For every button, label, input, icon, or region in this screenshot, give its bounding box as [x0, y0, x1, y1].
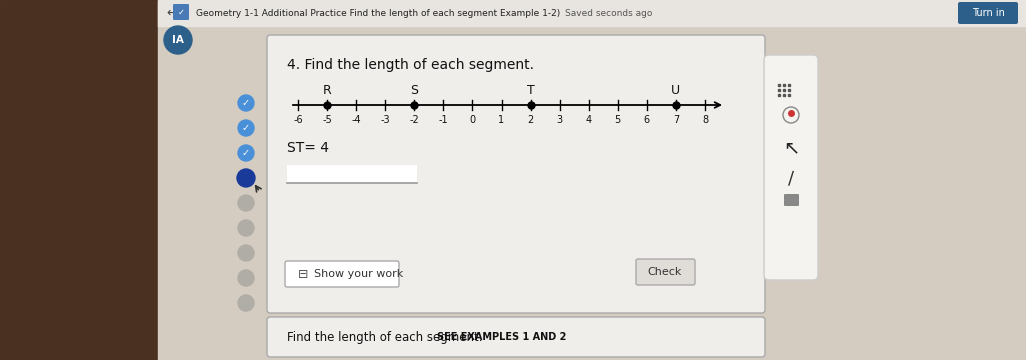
Text: ST= 4: ST= 4 [287, 141, 329, 155]
Text: 6: 6 [643, 115, 649, 125]
Bar [0, 0, 158, 360]
Circle shape [238, 95, 254, 111]
Text: R: R [323, 85, 331, 98]
FancyBboxPatch shape [285, 261, 399, 287]
Text: 4. Find the length of each segment.: 4. Find the length of each segment. [287, 58, 534, 72]
Text: 3: 3 [556, 115, 562, 125]
Text: Find the length of each segment.: Find the length of each segment. [287, 330, 486, 343]
Text: 8: 8 [702, 115, 708, 125]
Text: ∕: ∕ [788, 169, 794, 187]
FancyBboxPatch shape [958, 2, 1018, 24]
Circle shape [238, 295, 254, 311]
Text: Check: Check [647, 267, 682, 277]
Text: Saved seconds ago: Saved seconds ago [565, 9, 653, 18]
FancyBboxPatch shape [636, 259, 695, 285]
Text: -4: -4 [351, 115, 361, 125]
FancyBboxPatch shape [784, 194, 799, 206]
Text: Show your work: Show your work [314, 269, 403, 279]
Text: 7: 7 [673, 115, 679, 125]
Text: ✓: ✓ [177, 8, 185, 17]
Bar [158, 0, 1026, 26]
Text: S: S [410, 85, 419, 98]
Text: -1: -1 [438, 115, 448, 125]
Text: Geometry 1-1 Additional Practice Find the length of each segment Example 1-2): Geometry 1-1 Additional Practice Find th… [196, 9, 560, 18]
Text: -5: -5 [322, 115, 332, 125]
FancyBboxPatch shape [173, 4, 189, 20]
FancyBboxPatch shape [764, 55, 818, 280]
Bar [287, 165, 417, 183]
Circle shape [237, 169, 255, 187]
Text: IA: IA [172, 35, 184, 45]
FancyBboxPatch shape [267, 317, 765, 357]
Text: ✓: ✓ [242, 98, 250, 108]
Circle shape [238, 245, 254, 261]
Text: -3: -3 [381, 115, 390, 125]
Circle shape [238, 270, 254, 286]
Text: 0: 0 [469, 115, 475, 125]
Circle shape [783, 107, 799, 123]
Text: 2: 2 [527, 115, 534, 125]
Text: ✓: ✓ [242, 148, 250, 158]
Text: ↖: ↖ [783, 139, 799, 158]
Text: ✓: ✓ [242, 123, 250, 133]
Text: U: U [671, 85, 680, 98]
Text: -2: -2 [409, 115, 420, 125]
Text: 4: 4 [586, 115, 592, 125]
Bar [158, 0, 1026, 360]
Text: 5: 5 [615, 115, 621, 125]
Circle shape [164, 26, 192, 54]
Text: T: T [526, 85, 535, 98]
Circle shape [238, 220, 254, 236]
Text: ←: ← [166, 6, 176, 19]
Circle shape [238, 120, 254, 136]
Circle shape [238, 195, 254, 211]
FancyBboxPatch shape [267, 35, 765, 313]
Circle shape [238, 145, 254, 161]
Text: ⊟: ⊟ [298, 267, 309, 280]
Text: 1: 1 [499, 115, 505, 125]
Text: -6: -6 [293, 115, 303, 125]
Text: Turn in: Turn in [972, 8, 1004, 18]
Text: SEE EXAMPLES 1 AND 2: SEE EXAMPLES 1 AND 2 [437, 332, 566, 342]
